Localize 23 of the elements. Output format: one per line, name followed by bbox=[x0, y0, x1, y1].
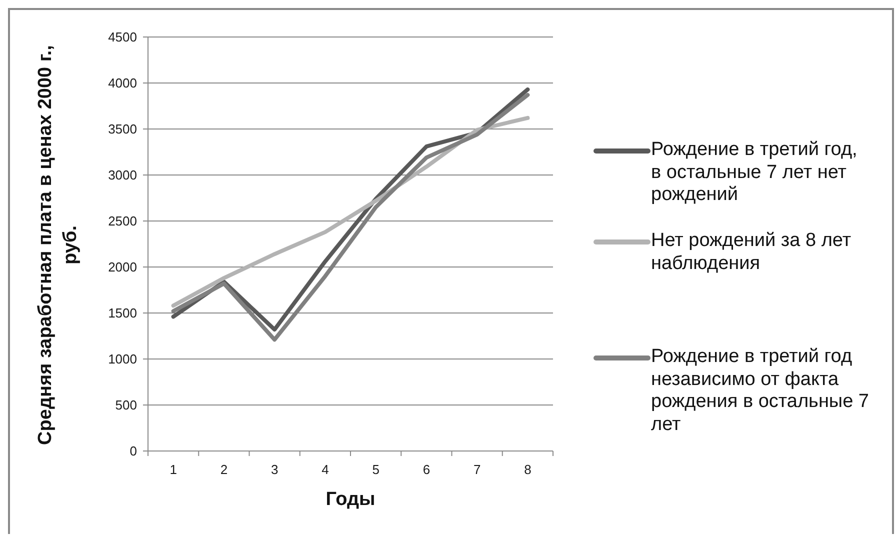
legend-label: Нет рождений за 8 лет наблюдения bbox=[651, 230, 852, 276]
x-tick-label: 5 bbox=[372, 462, 380, 478]
y-tick-label: 3500 bbox=[108, 122, 137, 137]
legend-label: Рождение в третий год независимо от факта рождения в остальные 7 лет bbox=[651, 346, 869, 437]
x-tick-label: 8 bbox=[524, 462, 532, 478]
x-axis-title: Годы bbox=[324, 488, 376, 512]
x-tick-label: 2 bbox=[220, 462, 228, 478]
y-tick-label: 500 bbox=[115, 398, 137, 413]
x-tick-label: 3 bbox=[270, 462, 278, 478]
y-tick-label: 2000 bbox=[108, 260, 137, 275]
y-tick-label: 4000 bbox=[108, 76, 137, 91]
y-tick-label: 0 bbox=[130, 444, 137, 459]
y-tick-label: 4500 bbox=[108, 30, 137, 45]
x-tick-label: 1 bbox=[170, 462, 177, 478]
y-tick-label: 2500 bbox=[108, 214, 137, 229]
x-tick-label: 4 bbox=[322, 462, 329, 478]
y-axis-title: Средняя заработная плата в ценах 2000 г., руб. bbox=[34, 44, 82, 447]
legend-label: Рождение в третий год, в остальные 7 лет нет рождений bbox=[651, 139, 858, 208]
x-tick-label: 6 bbox=[422, 462, 430, 478]
y-tick-label: 1000 bbox=[108, 352, 137, 367]
y-tick-label: 1500 bbox=[108, 306, 137, 321]
x-tick-label: 7 bbox=[473, 462, 481, 478]
y-tick-label: 3000 bbox=[108, 168, 137, 183]
